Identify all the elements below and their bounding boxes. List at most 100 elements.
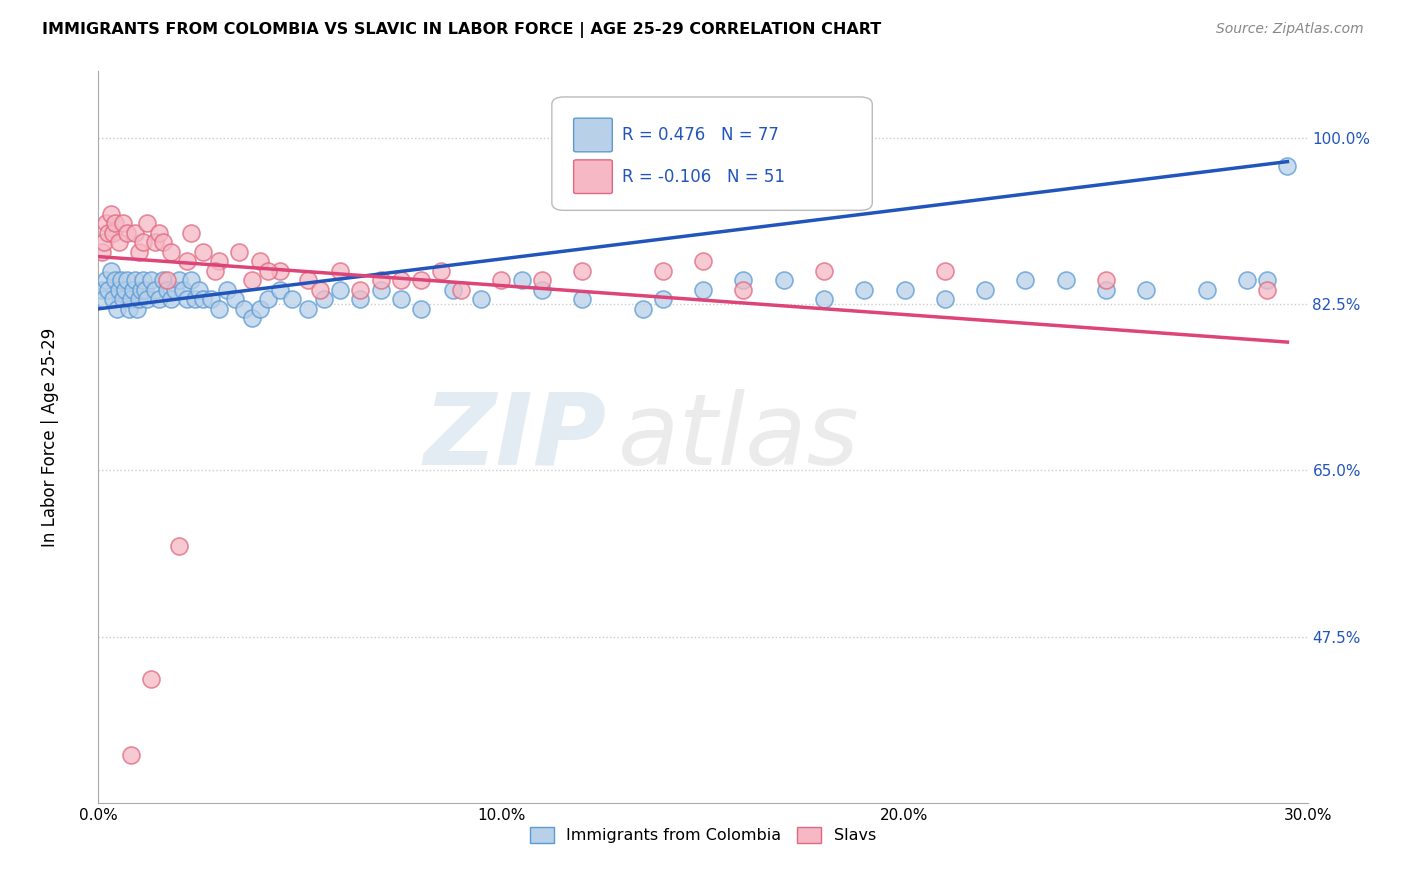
Point [240, 273, 263, 287]
Point [249, 254, 271, 268]
Point [91, 283, 114, 297]
Point [571, 293, 593, 307]
Point [111, 293, 134, 307]
Point [240, 311, 263, 326]
Point [101, 293, 124, 307]
Point [733, 273, 755, 287]
Point [139, 273, 162, 287]
Point [118, 301, 141, 316]
Point [813, 293, 835, 307]
Point [124, 226, 146, 240]
Point [115, 273, 138, 287]
Point [180, 273, 202, 287]
Point [111, 216, 134, 230]
Point [101, 226, 124, 240]
Point [1256, 273, 1278, 287]
Point [114, 283, 136, 297]
Point [132, 235, 155, 250]
Point [156, 273, 179, 287]
Point [232, 301, 254, 316]
Point [1095, 283, 1118, 297]
Point [256, 293, 278, 307]
Point [692, 283, 714, 297]
Text: R = -0.106   N = 51: R = -0.106 N = 51 [621, 168, 785, 186]
Point [389, 273, 412, 287]
Point [1277, 159, 1299, 173]
Point [329, 264, 352, 278]
Point [176, 293, 198, 307]
Point [193, 293, 215, 307]
Point [167, 539, 190, 553]
Point [105, 301, 128, 316]
Point [934, 264, 956, 278]
Point [184, 293, 207, 307]
Point [124, 273, 146, 287]
Point [571, 264, 593, 278]
Point [853, 283, 876, 297]
Point [409, 273, 432, 287]
Point [160, 244, 183, 259]
Y-axis label: In Labor Force | Age 25-29: In Labor Force | Age 25-29 [41, 327, 59, 547]
Point [281, 293, 304, 307]
Point [143, 235, 166, 250]
Point [115, 226, 138, 240]
Point [96, 273, 118, 287]
Point [1195, 283, 1218, 297]
Text: ZIP: ZIP [423, 389, 606, 485]
Point [450, 283, 472, 297]
Point [297, 301, 319, 316]
Point [349, 283, 371, 297]
Point [314, 293, 336, 307]
Point [249, 301, 271, 316]
Point [430, 264, 453, 278]
Point [93, 235, 115, 250]
Point [103, 273, 125, 287]
Point [107, 283, 129, 297]
Point [893, 283, 915, 297]
Point [139, 673, 162, 687]
Point [1095, 273, 1118, 287]
Point [217, 283, 239, 297]
Point [297, 273, 319, 287]
Point [370, 273, 392, 287]
Point [651, 264, 673, 278]
Text: Source: ZipAtlas.com: Source: ZipAtlas.com [1216, 22, 1364, 37]
Legend: Immigrants from Colombia, Slavs: Immigrants from Colombia, Slavs [523, 821, 883, 850]
FancyBboxPatch shape [574, 160, 613, 194]
Point [441, 283, 464, 297]
Point [813, 264, 835, 278]
Point [93, 293, 115, 307]
Point [97, 283, 120, 297]
Point [172, 283, 194, 297]
Point [110, 273, 132, 287]
Point [269, 283, 291, 297]
Point [349, 293, 371, 307]
Point [135, 216, 157, 230]
Point [631, 301, 654, 316]
Point [125, 301, 148, 316]
Point [530, 283, 553, 297]
Point [934, 293, 956, 307]
Point [135, 293, 157, 307]
Point [651, 293, 673, 307]
Point [692, 254, 714, 268]
Point [208, 254, 231, 268]
Point [160, 293, 183, 307]
Point [128, 293, 150, 307]
Point [134, 283, 156, 297]
Point [148, 293, 170, 307]
Point [974, 283, 997, 297]
Point [96, 216, 118, 230]
Point [228, 244, 250, 259]
Point [121, 283, 143, 297]
Point [128, 244, 150, 259]
Text: R = 0.476   N = 77: R = 0.476 N = 77 [621, 126, 779, 144]
Point [389, 293, 412, 307]
Point [91, 244, 114, 259]
Point [132, 273, 155, 287]
Point [156, 283, 179, 297]
Point [120, 748, 142, 763]
Point [100, 207, 122, 221]
Point [491, 273, 513, 287]
FancyBboxPatch shape [574, 118, 613, 152]
